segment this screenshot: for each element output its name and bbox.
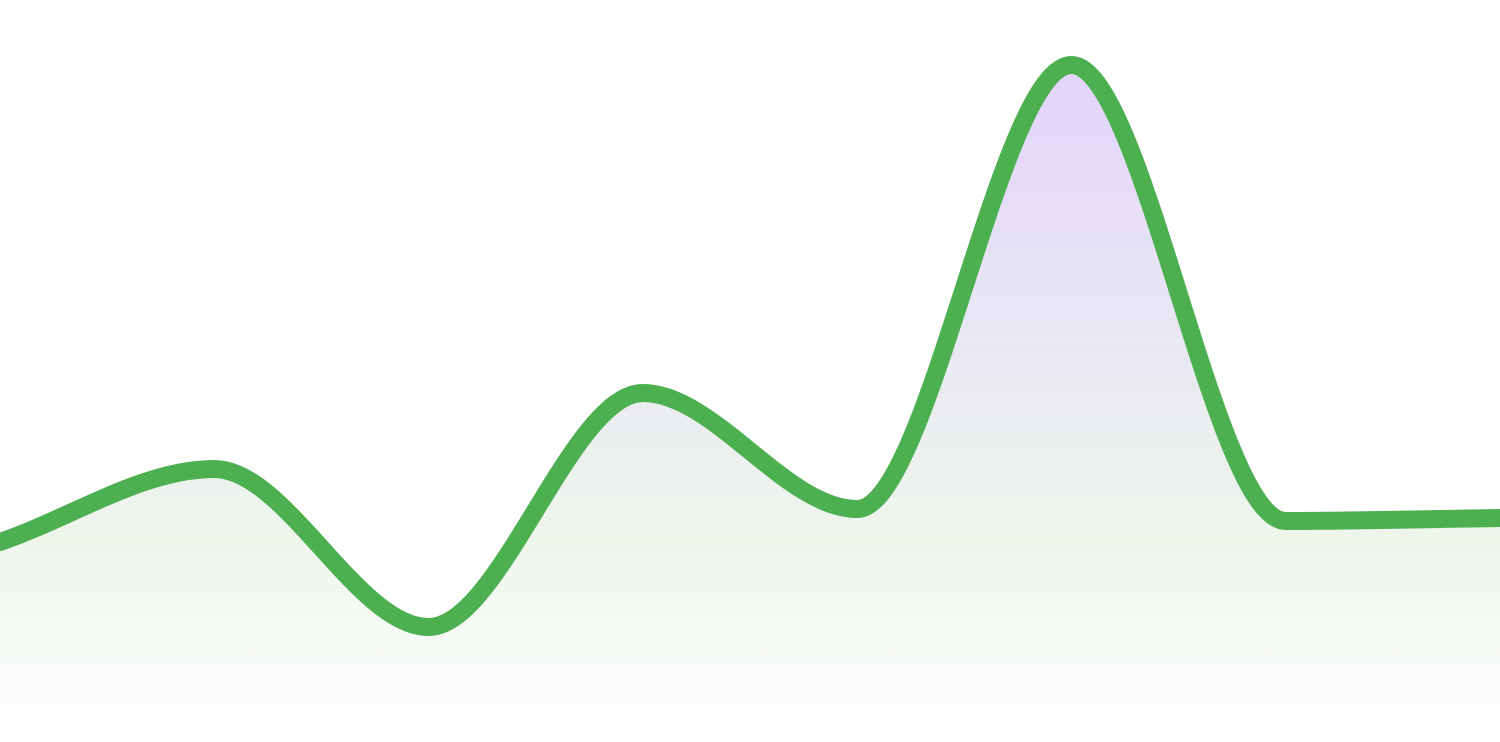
series-line [0,56,1500,636]
series-area-fill [0,65,1500,742]
line-layer [0,56,1500,636]
area-layer [0,65,1500,742]
